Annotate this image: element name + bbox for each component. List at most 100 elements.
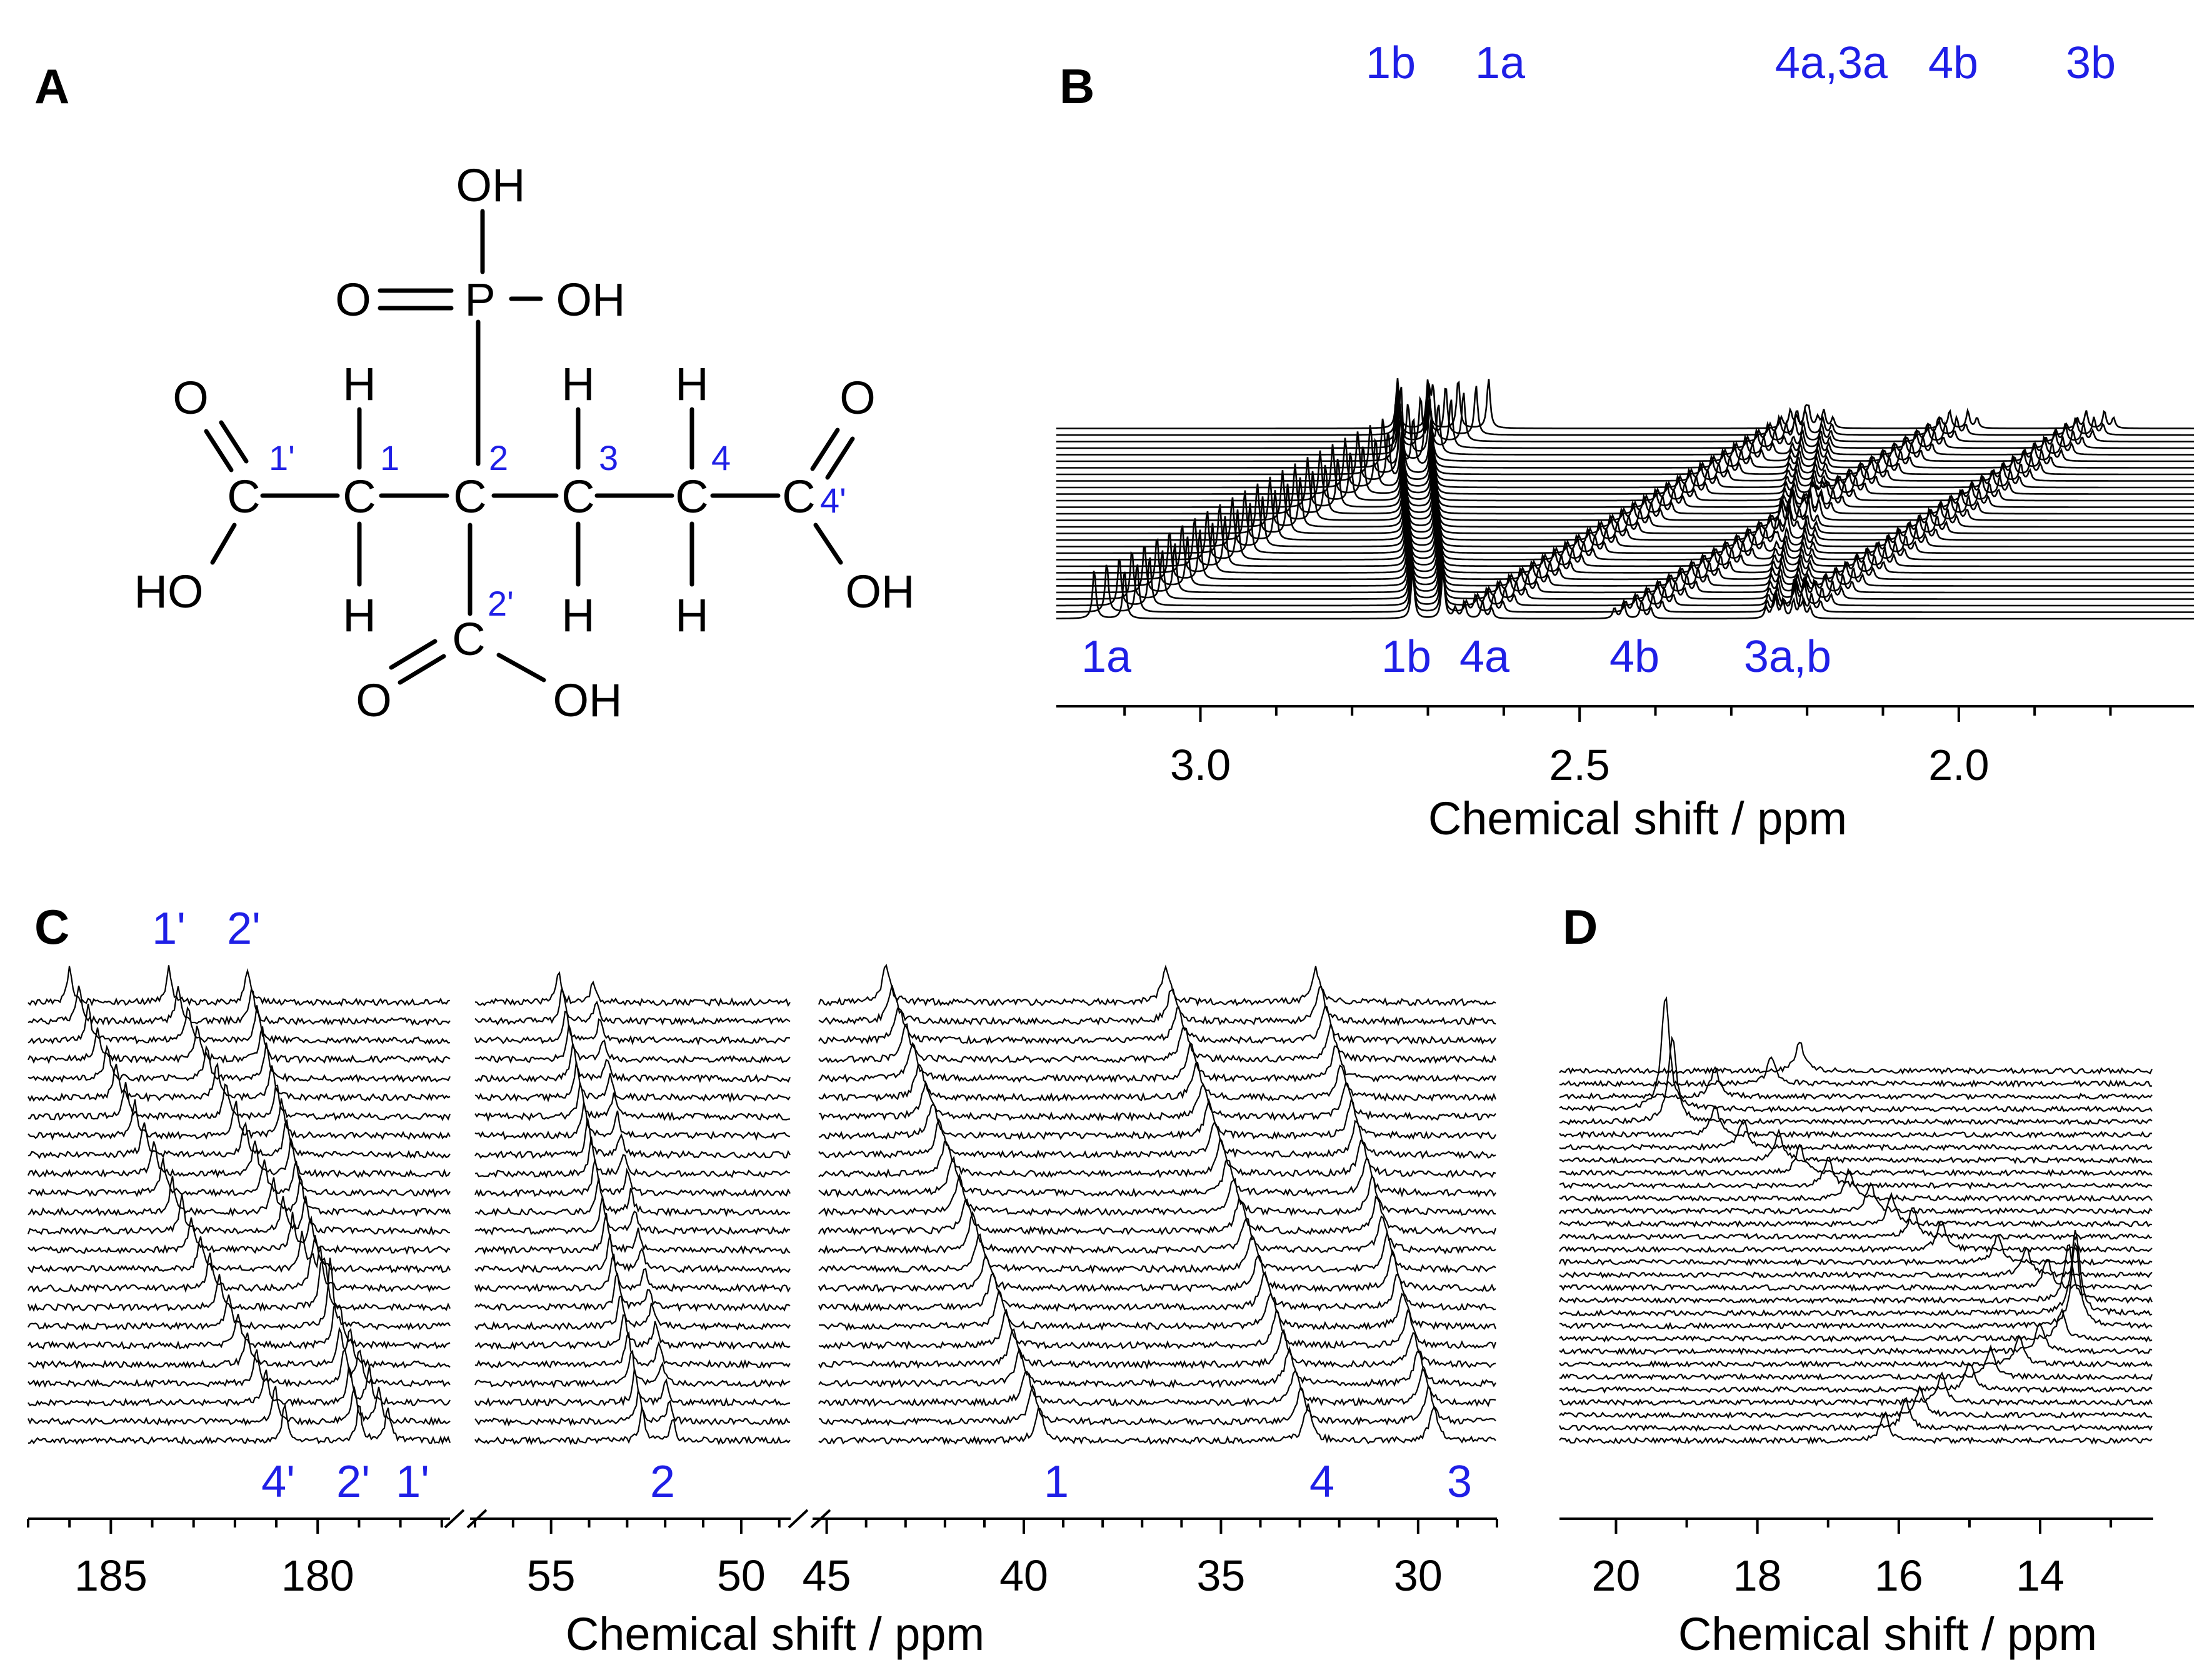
- panel-c-tick-label: 185: [74, 1551, 148, 1600]
- panel-b-tick-label: 2.0: [1928, 741, 1989, 789]
- panel-c-trace-1-1: [28, 1402, 451, 1446]
- panel-b-trace-12: [1056, 496, 2194, 548]
- panel-c-trace-2-20: [474, 1042, 791, 1084]
- panel-c-letter: C: [34, 899, 69, 954]
- bond-c4p-oh: [813, 522, 843, 565]
- panel-b-trace-15: [1056, 476, 2194, 528]
- panel-b-traces: [1056, 378, 2194, 620]
- panel-c-trace-2-22: [474, 1011, 791, 1046]
- bond-c4p-o-double-1: [810, 428, 840, 471]
- panel-c-tick-label: 40: [999, 1551, 1048, 1600]
- panel-c-trace-2-17: [474, 1102, 791, 1141]
- panel-b-bottom-label-4: 4b: [1609, 632, 1659, 682]
- panel-c-bottom-label-7: 3: [1447, 1457, 1472, 1507]
- structure-bonds: [204, 209, 855, 685]
- panel-d-trace-6: [1559, 1344, 2153, 1381]
- atom-h4-bot: H: [675, 589, 708, 641]
- structure-numbering: 1' 1 2 3 4 4' 2': [269, 438, 846, 623]
- label-1prime: 1': [269, 438, 295, 478]
- panel-c-trace-2-21: [474, 1024, 791, 1064]
- panel-d-trace-1: [1559, 1411, 2153, 1445]
- panel-c-trace-3-11: [818, 1211, 1496, 1254]
- panel-c-trace-1-7: [28, 1258, 451, 1331]
- label-2prime: 2': [488, 584, 514, 623]
- bond-c4p-o-double-2: [825, 436, 855, 480]
- panel-c-trace-3-16: [818, 1118, 1496, 1159]
- panel-d-trace-12: [1559, 1244, 2153, 1304]
- panel-b-trace-5: [1056, 543, 2194, 594]
- panel-d-trace-8: [1559, 1322, 2153, 1356]
- bond-c1p-o-double-1: [204, 429, 234, 472]
- panel-b-trace-10: [1056, 509, 2194, 561]
- panel-c-trace-1-2: [27, 1386, 451, 1426]
- panel-d-trace-11: [1559, 1229, 2153, 1317]
- panel-c-trace-2-7: [474, 1294, 791, 1331]
- atom-oh-p: OH: [556, 274, 626, 326]
- panel-c-trace-2-3: [474, 1368, 791, 1407]
- panel-c-bottom-label-4: 2: [650, 1457, 675, 1507]
- label-3: 3: [599, 438, 618, 478]
- panel-c-trace-1-18: [28, 1082, 451, 1122]
- panel-c-trace-2-9: [474, 1253, 791, 1293]
- panel-b-trace-16: [1056, 470, 2194, 521]
- panel-c-top-label-2: 2': [227, 904, 261, 954]
- atom-c1p: C: [227, 471, 260, 522]
- panel-b-peak-labels: 1b 1a 4a,3a 4b 3b 1a 1b 4a 4b 3a,b: [1081, 38, 2116, 682]
- atom-h3-bot: H: [561, 589, 594, 641]
- panel-c-trace-1-10: [28, 1231, 451, 1274]
- panel-b-bottom-label-5: 3a,b: [1744, 632, 1831, 682]
- panel-b-trace-24: [1056, 418, 2194, 469]
- panel-b-trace-9: [1056, 516, 2194, 568]
- panel-d-x-axis: 20 18 16 14: [1559, 1518, 2153, 1600]
- panel-c-axis-break-2: [466, 1509, 488, 1529]
- panel-c-trace-1-16: [28, 1118, 451, 1159]
- panel-c-trace-1-23: [28, 985, 451, 1026]
- panel-d-trace-4: [1559, 1371, 2153, 1407]
- panel-c-trace-2-18: [474, 1082, 791, 1122]
- panel-d-trace-22: [1559, 1144, 2153, 1178]
- panel-b-letter: B: [1059, 59, 1094, 114]
- panel-b-x-axis-label: Chemical shift / ppm: [1428, 792, 1847, 844]
- panel-d-trace-24: [1559, 1119, 2153, 1151]
- panel-b-trace-7: [1056, 529, 2194, 581]
- panel-c-trace-3-15: [818, 1137, 1496, 1179]
- panel-c-trace-2-23: [474, 988, 791, 1026]
- panel-c-trace-2-10: [474, 1234, 791, 1274]
- panel-c-trace-2-5: [474, 1331, 791, 1369]
- panel-d-trace-17: [1559, 1207, 2153, 1241]
- atom-o-p: O: [335, 274, 371, 326]
- panel-b-trace-23: [1056, 386, 2194, 476]
- panel-c-tick-label: 55: [527, 1551, 576, 1600]
- panel-d-x-axis-label: Chemical shift / ppm: [1678, 1608, 2097, 1660]
- atom-h3-top: H: [561, 358, 594, 410]
- panel-c-trace-1-15: [27, 1138, 451, 1179]
- panel-b-top-label-4: 4b: [1928, 38, 1978, 88]
- atom-c4p: C: [782, 471, 815, 522]
- panel-b-bottom-label-2: 1b: [1381, 632, 1431, 682]
- panel-c-trace-3-1: [818, 1403, 1496, 1446]
- panel-d-trace-30: [1559, 1041, 2153, 1075]
- atom-h4-top: H: [675, 358, 708, 410]
- panel-a: A: [34, 59, 915, 726]
- panel-b-trace-3: [1056, 556, 2194, 607]
- panel-d-trace-16: [1559, 1221, 2153, 1254]
- panel-c-trace-3-7: [818, 1289, 1497, 1331]
- panel-d-trace-5: [1559, 1362, 2153, 1394]
- panel-c-trace-3-24: [818, 964, 1496, 1007]
- panel-c: C 1' 2' 4' 2' 1' 2 1 4 3 185 180 55 50 45 40 35 30 Chem…: [27, 899, 1498, 1660]
- panel-b-trace-14: [1056, 483, 2194, 534]
- panel-c-trace-2-8: [474, 1272, 791, 1312]
- panel-c-trace-3-20: [818, 1042, 1497, 1083]
- atom-h1-top: H: [343, 358, 376, 410]
- panel-c-trace-3-9: [818, 1249, 1496, 1293]
- panel-c-tick-label: 45: [803, 1551, 851, 1600]
- panel-d-trace-15: [1558, 1234, 2153, 1267]
- panel-b-trace-18: [1056, 456, 2194, 508]
- panel-c-trace-1-20: [28, 1042, 451, 1083]
- panel-d-tick-label: 18: [1733, 1551, 1782, 1600]
- panel-c-trace-2-13: [474, 1178, 791, 1218]
- panel-c-trace-3-19: [818, 1061, 1497, 1102]
- panel-b-trace-8: [1056, 522, 2194, 574]
- panel-c-tick-label: 35: [1196, 1551, 1245, 1600]
- panel-c-tick-label: 50: [717, 1551, 766, 1600]
